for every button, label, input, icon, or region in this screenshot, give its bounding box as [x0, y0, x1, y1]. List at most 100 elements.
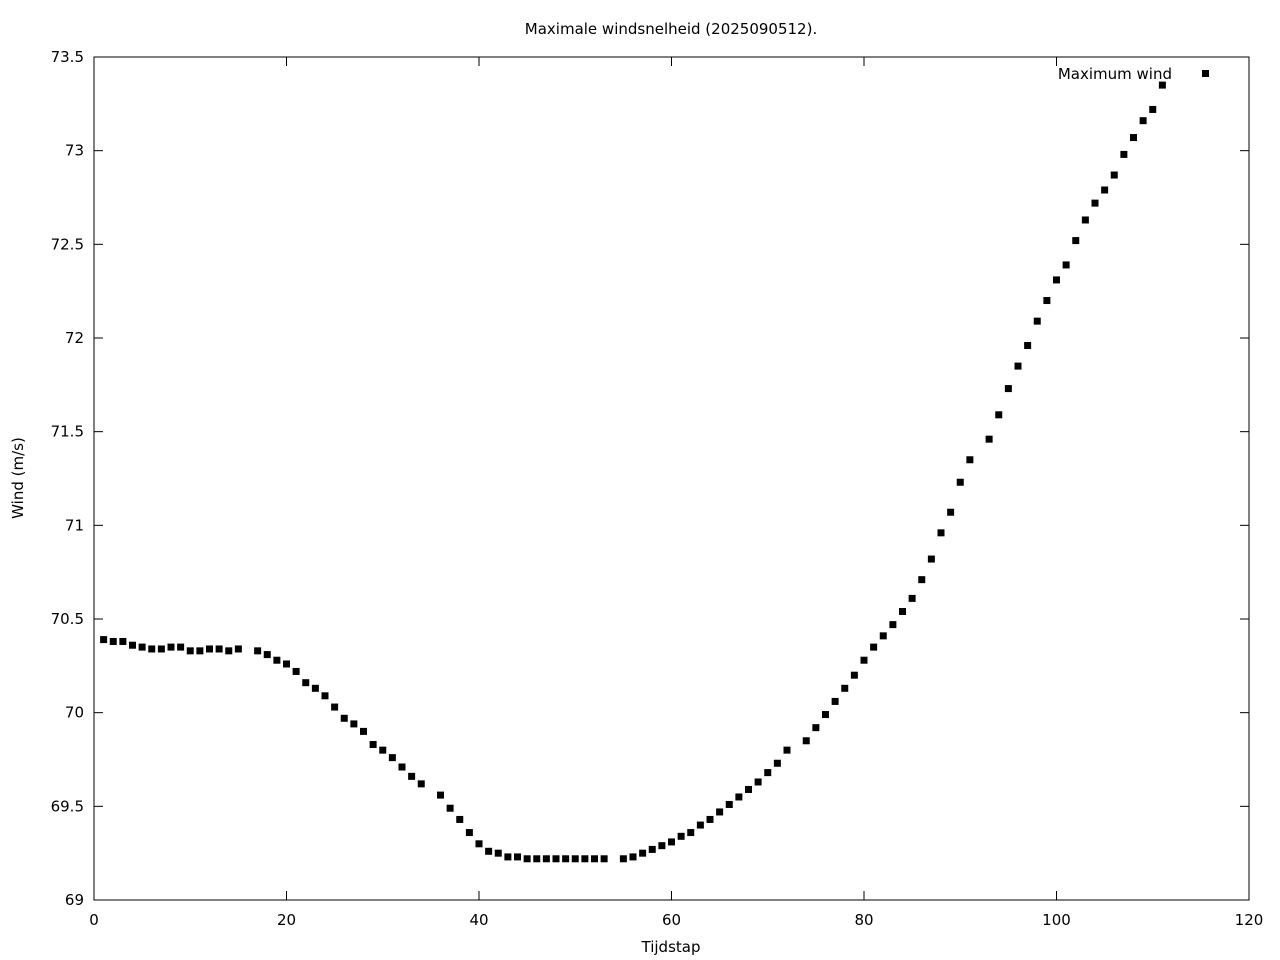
- data-point: [533, 855, 541, 863]
- data-point: [927, 555, 935, 563]
- data-point: [302, 679, 310, 687]
- data-point: [100, 636, 108, 644]
- x-tick-label: 80: [854, 911, 873, 929]
- y-tick-label: 70: [65, 704, 84, 722]
- data-point: [138, 643, 146, 651]
- data-point: [687, 829, 695, 837]
- data-point: [1158, 81, 1166, 89]
- data-point: [658, 842, 666, 850]
- data-point: [388, 754, 396, 762]
- data-point: [725, 800, 733, 808]
- chart-title: Maximale windsnelheid (2025090512).: [525, 20, 817, 38]
- data-point: [1110, 171, 1118, 179]
- data-point: [677, 832, 685, 840]
- data-point: [263, 651, 271, 659]
- x-axis: 0 20 40 60 80 100 120: [89, 57, 1263, 929]
- data-point: [619, 855, 627, 863]
- data-point: [311, 684, 319, 692]
- x-axis-label: Tijdstap: [641, 938, 701, 956]
- data-point: [1033, 317, 1041, 325]
- data-point: [783, 746, 791, 754]
- data-point: [215, 645, 223, 653]
- data-point: [1004, 385, 1012, 393]
- data-point: [985, 435, 993, 443]
- data-point: [773, 759, 781, 767]
- data-point: [206, 645, 213, 653]
- data-point: [234, 645, 242, 653]
- data-point: [225, 647, 233, 655]
- data-point: [754, 778, 762, 786]
- data-point: [514, 853, 521, 861]
- x-tick-label: 20: [277, 911, 296, 929]
- data-point: [446, 804, 454, 812]
- data-point: [494, 849, 502, 857]
- data-point: [1024, 341, 1032, 349]
- data-point: [331, 703, 339, 711]
- data-point: [764, 769, 772, 777]
- data-point: [254, 647, 262, 655]
- data-point: [1014, 362, 1022, 370]
- data-point: [706, 815, 714, 823]
- y-tick-label: 69: [65, 891, 84, 909]
- data-point: [292, 667, 300, 675]
- y-axis-label: Wind (m/s): [9, 437, 27, 519]
- data-point: [1091, 199, 1099, 207]
- data-point: [956, 478, 964, 486]
- data-point: [542, 855, 550, 863]
- data-point: [841, 684, 849, 692]
- legend: Maximum wind: [1058, 65, 1209, 83]
- data-point: [879, 632, 887, 640]
- data-point: [1081, 216, 1089, 224]
- data-point: [812, 724, 820, 732]
- data-point: [398, 763, 406, 771]
- data-point: [581, 855, 589, 863]
- data-point: [696, 821, 704, 829]
- data-point: [379, 746, 387, 754]
- data-point: [369, 741, 377, 749]
- data-point: [408, 772, 416, 780]
- data-point: [1072, 237, 1080, 245]
- data-point: [465, 829, 473, 837]
- data-point: [167, 643, 175, 651]
- y-tick-label: 73.5: [51, 48, 84, 66]
- data-point: [831, 697, 839, 705]
- data-point: [870, 643, 878, 651]
- data-point: [523, 855, 531, 863]
- data-point: [822, 711, 829, 719]
- data-point: [552, 855, 560, 863]
- data-point: [437, 791, 444, 799]
- data-point: [273, 656, 281, 664]
- series-points: [100, 81, 1166, 863]
- y-tick-label: 72.5: [51, 235, 84, 253]
- data-point: [1130, 134, 1137, 142]
- data-point: [129, 641, 136, 649]
- y-axis: 69 69.5 70 70.5 71 71.5 72 72.5 73 73.5: [51, 48, 1249, 909]
- data-point: [177, 643, 185, 651]
- y-tick-label: 71: [65, 516, 84, 534]
- data-point: [716, 808, 724, 816]
- data-point: [1043, 297, 1051, 305]
- data-point: [186, 647, 194, 655]
- legend-marker: [1202, 70, 1209, 77]
- data-point: [802, 737, 810, 745]
- data-point: [995, 411, 1003, 419]
- data-point: [918, 576, 926, 584]
- legend-label: Maximum wind: [1058, 65, 1172, 83]
- data-point: [119, 637, 127, 645]
- data-point: [562, 855, 570, 863]
- x-tick-label: 0: [89, 911, 99, 929]
- x-tick-label: 120: [1235, 911, 1264, 929]
- data-point: [340, 714, 348, 722]
- data-point: [417, 780, 425, 788]
- data-point: [1120, 150, 1128, 158]
- data-point: [860, 656, 868, 664]
- x-tick-label: 60: [662, 911, 681, 929]
- data-point: [600, 855, 608, 863]
- data-point: [966, 456, 974, 464]
- data-point: [1062, 261, 1070, 269]
- data-point: [157, 645, 165, 653]
- data-point: [899, 608, 906, 616]
- data-point: [591, 855, 598, 863]
- data-point: [456, 815, 464, 823]
